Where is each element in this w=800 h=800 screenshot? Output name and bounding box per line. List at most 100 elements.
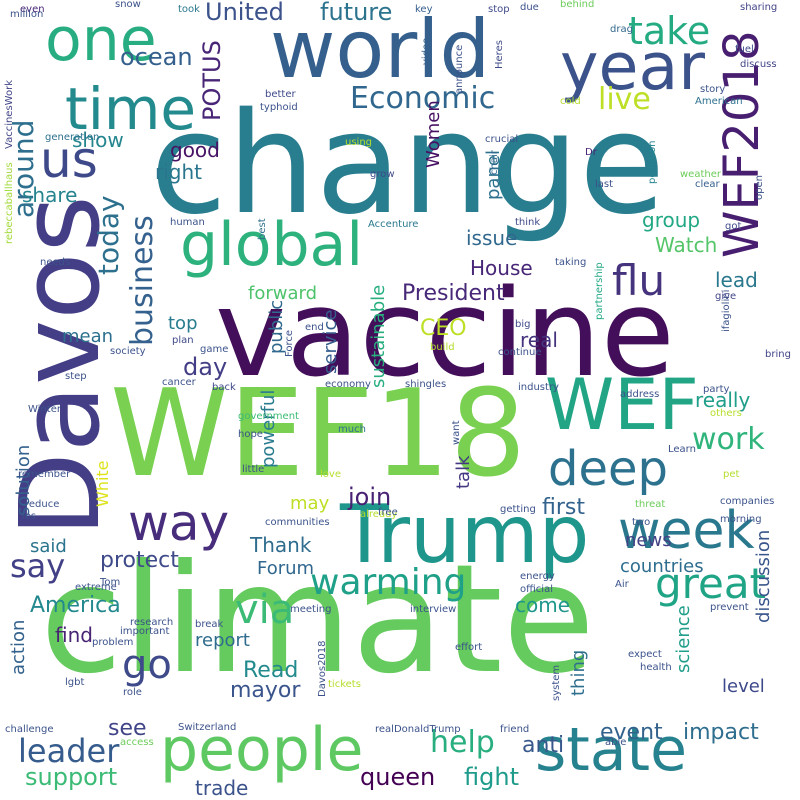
cloud-word-65: real (520, 328, 558, 352)
cloud-small-word-54: economy (325, 379, 371, 390)
cloud-word-58: House (470, 256, 533, 280)
cloud-word-25: go (122, 642, 172, 688)
cloud-word-44: support (25, 763, 118, 791)
cloud-small-word-103: friend (500, 724, 530, 735)
cloud-word-15: deep (548, 441, 668, 497)
cloud-word-76: Thank (250, 533, 312, 557)
cloud-small-word-36: got (725, 221, 742, 232)
cloud-small-word-14: VaccinesWork (4, 80, 15, 149)
cloud-small-word-49: continue (498, 347, 542, 358)
cloud-small-word-84: Air (615, 579, 629, 590)
cloud-word-20: great (655, 559, 767, 608)
cloud-word-60: lead (715, 268, 758, 292)
cloud-small-word-82: energy (520, 571, 555, 582)
cloud-small-word-59: Winter (28, 404, 61, 415)
cloud-word-13: time (65, 75, 197, 143)
cloud-small-word-91: problem (92, 637, 134, 648)
cloud-word-49: Read (243, 658, 299, 683)
cloud-small-word-40: give (715, 291, 737, 302)
cloud-small-word-23: chair (489, 150, 500, 175)
cloud-small-word-65: Learn (668, 444, 696, 455)
cloud-small-word-2: took (178, 4, 200, 15)
cloud-small-word-11: Heres (494, 40, 505, 69)
cloud-small-word-3: key (415, 4, 433, 15)
cloud-small-word-76: two (632, 517, 651, 528)
cloud-small-word-45: end (305, 322, 324, 333)
cloud-word-16: way (128, 494, 230, 552)
cloud-small-word-6: behind (560, 0, 595, 10)
cloud-word-82: countries (620, 556, 704, 577)
cloud-small-word-57: address (620, 389, 660, 400)
cloud-word-50: anti (522, 733, 565, 758)
cloud-small-word-37: needs (40, 257, 71, 268)
cloud-word-5: world (270, 3, 491, 96)
cloud-word-34: ocean (120, 43, 193, 71)
cloud-small-word-55: shingles (405, 379, 447, 390)
cloud-small-word-79: free (378, 507, 398, 518)
cloud-word-21: warming (310, 562, 467, 603)
cloud-small-word-15: better (265, 89, 296, 100)
cloud-small-word-1: snow (115, 0, 141, 10)
cloud-small-word-34: best (257, 218, 268, 240)
cloud-small-word-94: expect (628, 649, 662, 660)
cloud-small-word-46: Force (284, 329, 295, 357)
cloud-small-word-66: remember (18, 469, 71, 480)
cloud-small-word-26: grow (370, 169, 395, 180)
cloud-small-word-30: open (754, 175, 765, 200)
cloud-word-28: Economic (350, 81, 496, 116)
cloud-word-10: global (180, 210, 363, 280)
cloud-small-word-28: weather (680, 169, 721, 180)
cloud-small-word-41: ifagiolini (721, 289, 732, 332)
cloud-small-word-75: threat (635, 499, 666, 510)
cloud-small-word-8: drag (610, 24, 633, 35)
cloud-word-2: vaccine (215, 265, 675, 404)
cloud-small-word-61: others (710, 408, 742, 419)
cloud-word-27: leader (18, 732, 120, 770)
cloud-word-80: said (30, 536, 67, 557)
cloud-small-word-22: crucial (485, 134, 519, 145)
cloud-small-word-88: break (195, 619, 224, 630)
cloud-small-word-51: step (65, 371, 87, 382)
cloud-small-word-98: role (123, 687, 142, 698)
cloud-word-40: event (600, 720, 663, 745)
cloud-small-word-97: tickets (328, 679, 361, 690)
cloud-small-word-69: pet (723, 469, 740, 480)
cloud-word-61: forward (248, 283, 318, 304)
cloud-word-18: us (40, 131, 98, 189)
cloud-word-6: Trump (340, 488, 590, 581)
cloud-small-word-48: build (430, 342, 455, 353)
cloud-word-23: work (692, 422, 765, 457)
cloud-small-word-90: prevent (710, 602, 749, 613)
cloud-word-85: science (673, 605, 694, 673)
cloud-small-word-9: video (421, 37, 432, 65)
cloud-small-word-92: Davos2018 (317, 640, 328, 697)
cloud-word-81: White (93, 460, 112, 507)
cloud-word-0: change (150, 83, 666, 246)
cloud-word-7: state (535, 715, 687, 785)
cloud-word-68: service (320, 309, 341, 374)
cloud-word-67: sustainable (368, 284, 389, 388)
cloud-word-88: report (195, 630, 250, 651)
cloud-word-54: right (155, 160, 202, 184)
cloud-small-word-16: typhoid (260, 102, 298, 113)
cloud-word-56: Watch (655, 233, 718, 257)
cloud-word-73: talk (453, 455, 474, 489)
cloud-word-33: future (320, 0, 393, 26)
cloud-word-42: fight (464, 763, 519, 791)
cloud-small-word-4: stop (488, 4, 510, 15)
cloud-small-word-33: human (170, 217, 205, 228)
cloud-word-31: business (125, 215, 160, 346)
cloud-word-63: mean (62, 326, 114, 347)
cloud-small-word-68: love (320, 469, 341, 480)
cloud-word-47: join (348, 483, 392, 511)
cloud-small-word-102: realDonaldTrump (375, 724, 461, 735)
cloud-word-43: queen (360, 763, 436, 791)
cloud-word-51: see (108, 716, 147, 741)
cloud-small-word-0: even (20, 4, 45, 15)
cloud-word-3: WEF18 (110, 365, 527, 504)
cloud-small-word-101: Switzerland (178, 722, 237, 733)
cloud-small-word-29: clear (695, 179, 720, 190)
cloud-small-word-27: pollution (647, 140, 658, 184)
cloud-small-word-43: society (110, 346, 146, 357)
